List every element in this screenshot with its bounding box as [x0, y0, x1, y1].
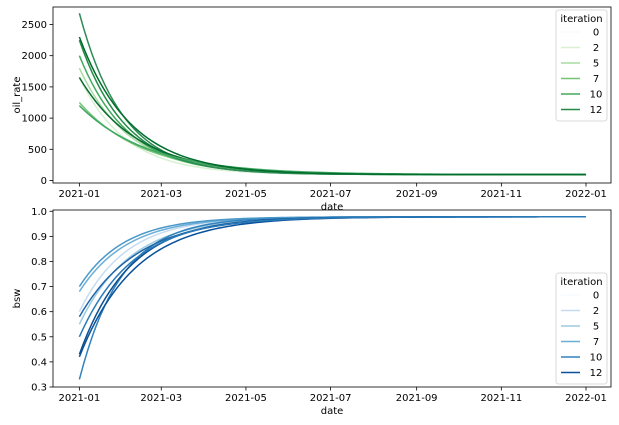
bsw-axes-frame [52, 209, 612, 388]
bsw-x-axis-label: date [321, 406, 344, 417]
oil-rate-x-tick-label: 2021-03 [140, 189, 182, 200]
bsw-x-tick-label: 2021-07 [310, 393, 352, 404]
bsw-series-line-7 [78, 216, 587, 293]
bsw-series-line-2 [78, 216, 587, 313]
oil-rate-series-line-unlabeled-8 [78, 105, 587, 176]
bsw-panel: 2021-01 2021-03 2021-05 2021-07 2021-09 2021-… [12, 207, 612, 417]
oil-rate-x-tick-label: 2021-01 [58, 189, 100, 200]
oil-rate-legend-label-2: 2 [593, 43, 599, 54]
oil-rate-series-line-7 [78, 101, 587, 176]
bsw-legend-title: iteration [560, 277, 602, 288]
oil-rate-y-tick-label: 500 [28, 145, 47, 156]
bsw-legend-label-5: 5 [593, 322, 599, 333]
oil-rate-y-tick-label: 2500 [22, 20, 47, 31]
oil-rate-series-line-2 [78, 77, 587, 176]
oil-rate-series-line-unlabeled-7 [78, 77, 587, 176]
bsw-series-line-5 [78, 216, 587, 325]
oil-rate-legend-label-12: 12 [590, 105, 603, 116]
bsw-y-tick-label: 0.7 [31, 282, 47, 293]
bsw-y-tick-label: 0.3 [31, 383, 47, 394]
bsw-legend-label-7: 7 [593, 337, 599, 348]
oil-rate-legend-label-0: 0 [593, 28, 599, 39]
oil-rate-x-axis-label: date [321, 202, 344, 213]
oil-rate-x-tick-label: 2022-01 [565, 189, 607, 200]
bsw-y-tick-label: 0.6 [31, 307, 47, 318]
oil-rate-y-tick-label: 0 [41, 176, 47, 187]
bsw-y-tick-label: 0.9 [31, 232, 47, 243]
oil-rate-x-tick-label: 2021-09 [396, 189, 438, 200]
oil-rate-axes-frame [52, 6, 612, 184]
bsw-x-tick-label: 2021-01 [58, 393, 100, 404]
oil-rate-y-tick-label: 1000 [22, 114, 47, 125]
bsw-x-tick-label: 2021-03 [140, 393, 182, 404]
oil-rate-series-line-0 [78, 74, 587, 176]
bsw-y-axis-label: bsw [12, 289, 23, 309]
bsw-y-tick-label: 0.4 [31, 357, 47, 368]
oil-rate-y-tick-label: 1500 [22, 82, 47, 93]
oil-rate-legend-label-5: 5 [593, 59, 599, 70]
oil-rate-series-line-12 [78, 39, 587, 176]
oil-rate-y-tick-label: 2000 [22, 51, 47, 62]
oil-rate-series-line-5 [78, 67, 587, 176]
bsw-x-tick-label: 2022-01 [565, 393, 607, 404]
bsw-x-tick-label: 2021-05 [225, 393, 267, 404]
oil-rate-x-tick-label: 2021-07 [310, 189, 352, 200]
oil-rate-series-group [78, 13, 587, 176]
bsw-legend-label-0: 0 [593, 291, 599, 302]
oil-rate-y-axis-label: oil_rate [12, 77, 23, 114]
bsw-legend-label-12: 12 [590, 368, 603, 379]
bsw-x-tick-label: 2021-09 [396, 393, 438, 404]
bsw-y-tick-label: 0.8 [31, 257, 47, 268]
bsw-series-group [78, 216, 587, 380]
bsw-legend-label-10: 10 [590, 353, 603, 364]
oil-rate-series-line-unlabeled-9 [78, 36, 587, 176]
bsw-y-tick-label: 1.0 [31, 207, 47, 218]
bsw-x-tick-label: 2021-11 [480, 393, 522, 404]
bsw-y-tick-label: 0.5 [31, 332, 47, 343]
oil-rate-panel: 2021-01 2021-03 2021-05 2021-07 2021-09 2021-… [12, 6, 612, 213]
bsw-legend-label-2: 2 [593, 306, 599, 317]
oil-rate-legend: iteration 0 2 5 7 10 12 [555, 9, 608, 122]
bsw-series-line-unlabeled-9 [78, 216, 587, 338]
bsw-legend: iteration 0 2 5 7 10 12 [555, 272, 608, 385]
oil-rate-legend-label-10: 10 [590, 90, 603, 101]
oil-rate-x-tick-label: 2021-05 [225, 189, 267, 200]
oil-rate-legend-title: iteration [560, 14, 602, 25]
bsw-series-line-0 [78, 216, 587, 325]
oil-rate-x-tick-label: 2021-11 [480, 189, 522, 200]
oil-rate-legend-label-7: 7 [593, 74, 599, 85]
